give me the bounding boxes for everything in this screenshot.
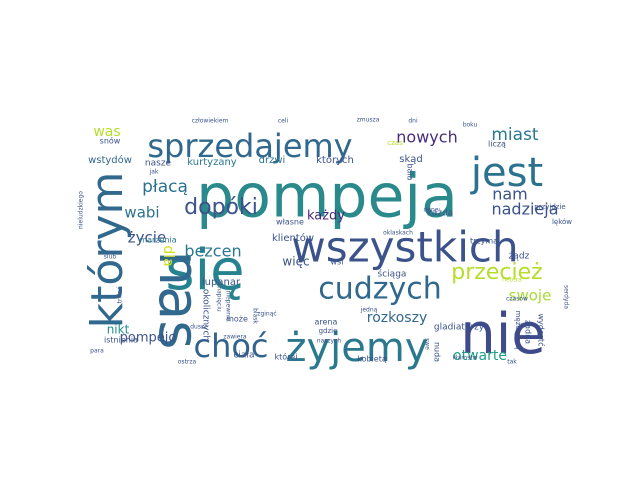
word-9: żyjemy (285, 325, 428, 371)
word-43: może (226, 315, 248, 324)
word-81: blask (252, 308, 259, 324)
word-85: napięciu (216, 286, 223, 312)
word-53: arena (315, 318, 338, 327)
word-40: każda (427, 209, 454, 219)
word-62: wsi (331, 258, 344, 267)
word-83: zawiera (223, 334, 247, 341)
word-28: każdy (307, 209, 345, 224)
word-7: jest (470, 150, 543, 196)
word-38: klientów (272, 232, 314, 244)
word-23: dla (160, 245, 176, 266)
word-41: trzyma (470, 237, 498, 246)
word-17: nowych (396, 128, 457, 147)
word-29: więc (282, 255, 309, 269)
word-33: kurtyzany (187, 157, 236, 168)
word-59: snów (100, 136, 121, 146)
word-30: was (93, 124, 120, 140)
word-61: własne (276, 218, 304, 227)
word-50: wydostć (537, 314, 547, 347)
word-56: baia (406, 163, 415, 180)
word-86: niepewnie (225, 291, 232, 322)
word-84: dusze (190, 324, 208, 331)
word-55: nuda (433, 342, 442, 362)
word-26: pompejo (120, 331, 177, 346)
word-39: ściąga (378, 269, 407, 280)
word-78: naszych (317, 338, 342, 345)
word-3: się (165, 238, 244, 303)
word-42: żądz (509, 252, 530, 262)
word-52: gladiatorzy (434, 323, 485, 333)
word-75: kłamstw (452, 355, 477, 362)
word-77: jedną (360, 307, 378, 314)
word-22: życie (128, 229, 166, 247)
word-1: pompeja (196, 162, 458, 232)
word-34: drzwi (259, 155, 286, 166)
word-91: swe (424, 338, 431, 350)
word-25: otwarte (453, 348, 507, 364)
word-44: okolicznych (201, 289, 211, 341)
word-20: swoje (509, 287, 552, 305)
word-32: nasze (145, 159, 172, 169)
word-12: przecież (451, 260, 542, 285)
word-15: płacą (142, 177, 188, 197)
word-73: lęków (552, 218, 572, 226)
word-57: czas (387, 139, 403, 147)
word-74: czasów (506, 296, 528, 303)
word-37: lupanar (202, 277, 241, 288)
word-63: przyjdzie (534, 203, 565, 211)
word-64: człowiekiem (192, 118, 229, 125)
word-16: miast (491, 125, 539, 145)
word-19: wabi (124, 204, 159, 222)
word-21: bezcen (184, 242, 241, 261)
word-49: żadna (524, 320, 533, 344)
word-76: tak (507, 359, 517, 366)
word-4: nie (460, 302, 546, 367)
word-90: serdyda (563, 285, 570, 309)
word-27: nikt (107, 323, 130, 337)
word-69: jak (149, 169, 159, 176)
word-79: dane (424, 207, 439, 214)
word-31: wstydów (88, 154, 132, 166)
word-13: dopóki (184, 195, 258, 220)
word-54: gdzie (319, 327, 338, 335)
word-45: ciała (233, 351, 254, 361)
word-8: sprzedajemy (147, 127, 352, 165)
word-10: choć (193, 327, 268, 365)
word-35: których (316, 154, 354, 166)
word-47: kobietą (357, 355, 387, 364)
word-46: której (275, 352, 298, 362)
word-18: nadzieja (491, 200, 558, 219)
word-5: nas (146, 251, 211, 350)
word-68: boku (463, 122, 478, 129)
word-70: nieludzkiego (78, 191, 85, 229)
word-60: marzenia (139, 236, 176, 245)
word-67: dni (408, 118, 418, 125)
word-48: mężczyzną (514, 311, 522, 350)
word-80: oklaskach (383, 230, 413, 237)
word-11: cudzych (318, 272, 442, 307)
word-87: ślub (104, 254, 117, 261)
word-65: celi (278, 118, 289, 125)
word-88: trwać (117, 287, 124, 304)
word-24: rozkoszy (367, 310, 427, 326)
word-66: zmusza (357, 117, 380, 124)
word-51: istnienia (104, 336, 138, 345)
word-14: nam (492, 185, 528, 204)
word-36: skąd (399, 154, 422, 165)
word-6: którym (82, 172, 133, 329)
word-89: hetera (502, 277, 522, 284)
word-58: liczą (488, 140, 506, 149)
word-82: zginąć (257, 311, 276, 318)
word-2: wszystkich (291, 223, 518, 272)
word-72: para (90, 348, 104, 355)
word-71: ostrza (178, 359, 197, 366)
